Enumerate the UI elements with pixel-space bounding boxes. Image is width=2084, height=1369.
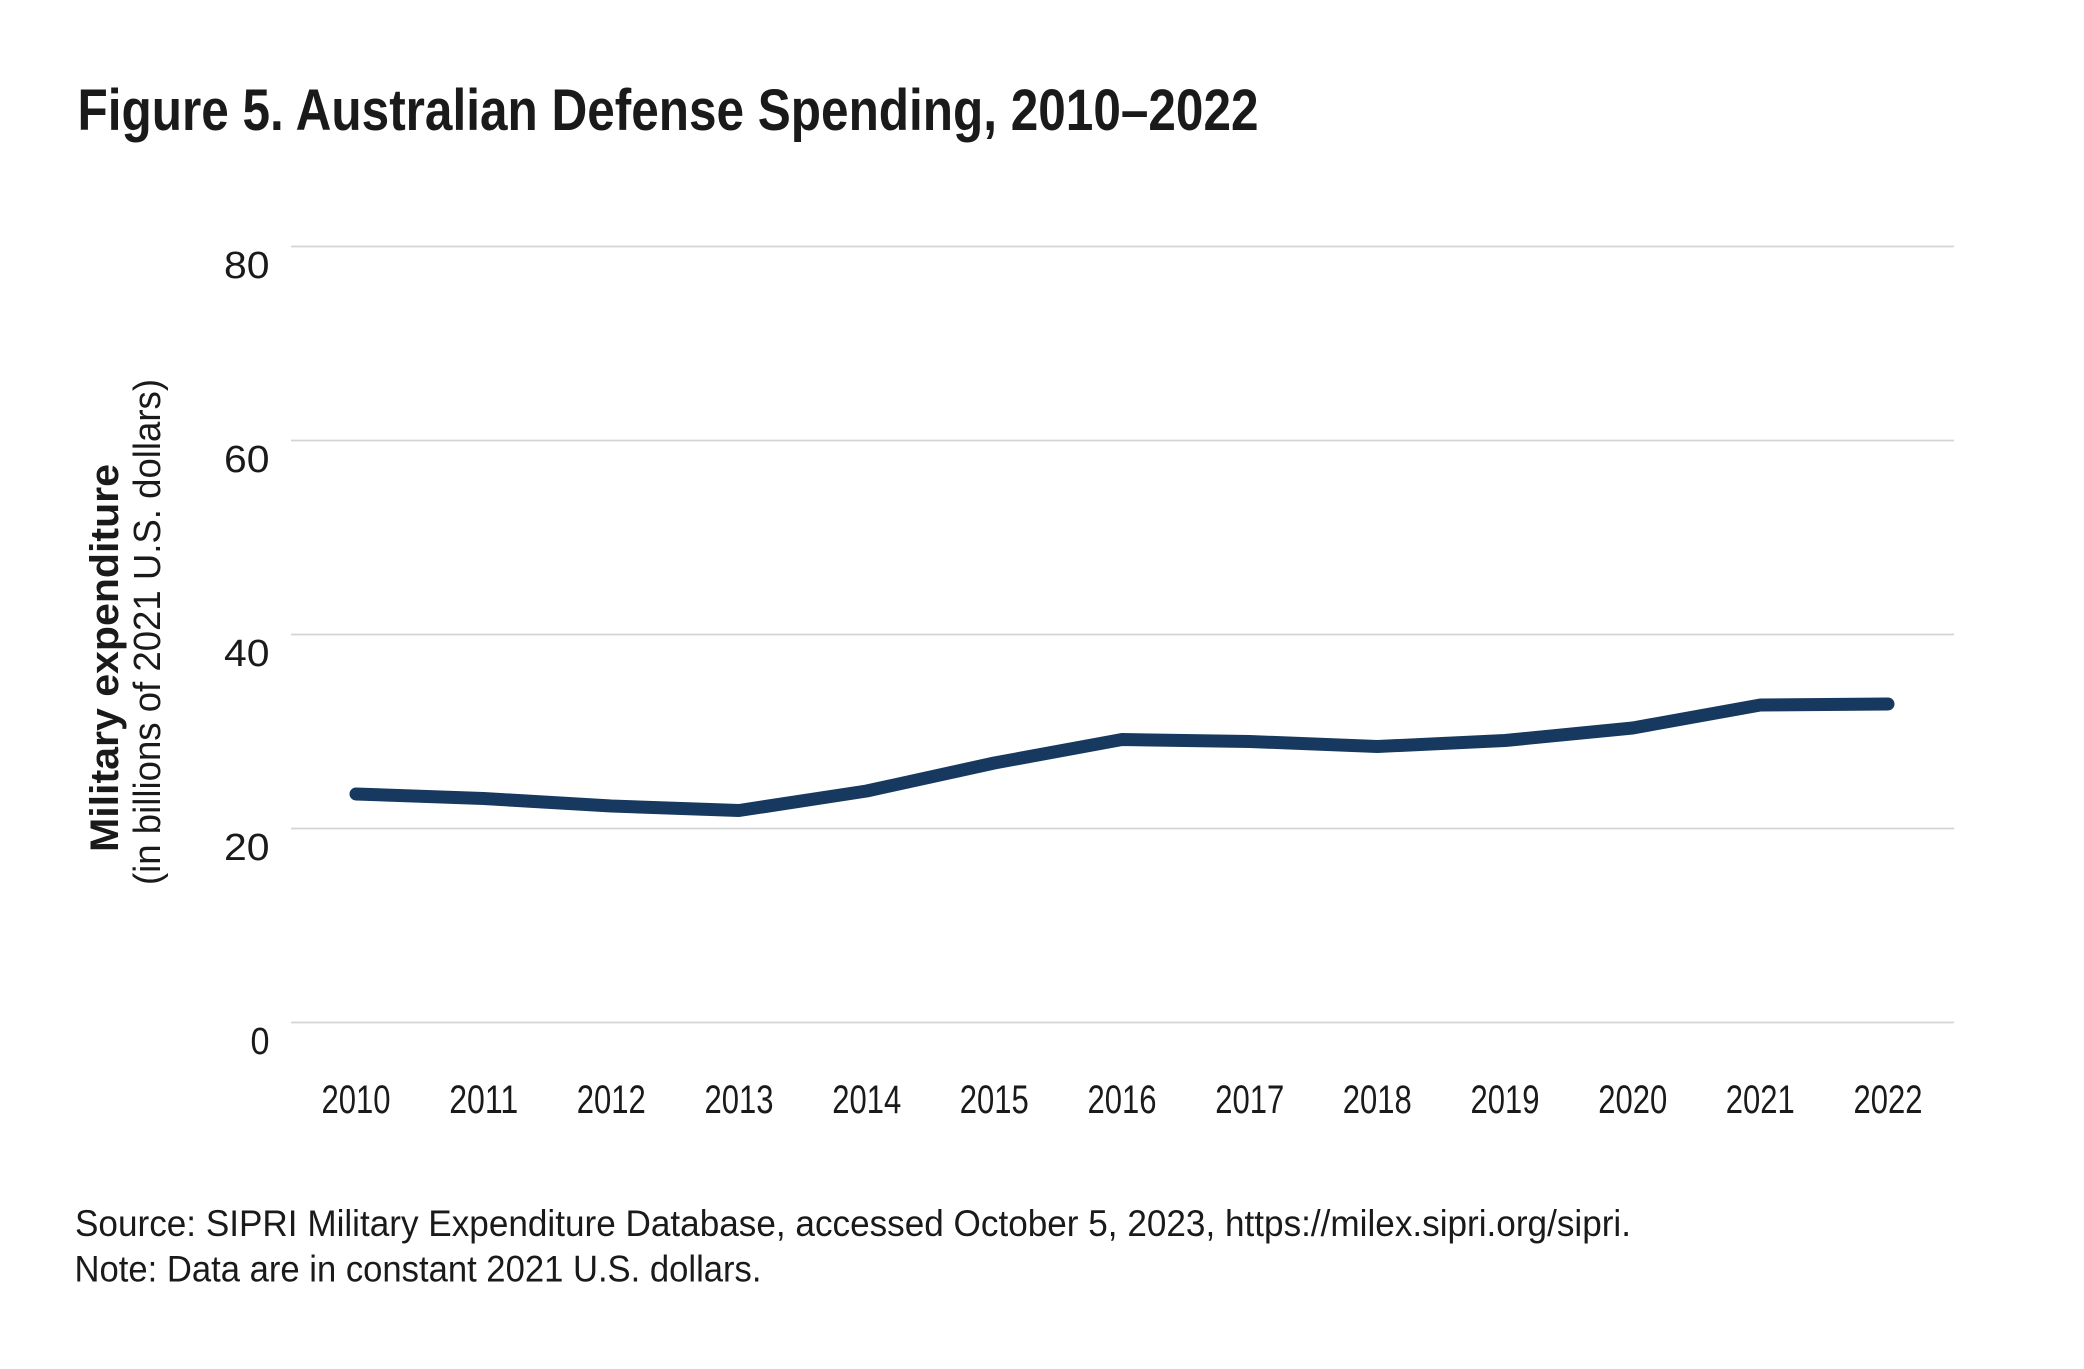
svg-text:2017: 2017 <box>1215 1078 1284 1122</box>
svg-text:Military expenditure: Military expenditure <box>83 464 127 852</box>
svg-text:2021: 2021 <box>1726 1078 1795 1122</box>
svg-text:2011: 2011 <box>449 1078 518 1122</box>
svg-text:Note: Data are in constant 202: Note: Data are in constant 2021 U.S. dol… <box>75 1249 762 1290</box>
svg-text:0: 0 <box>251 1021 270 1063</box>
svg-text:(in billions of 2021 U.S. doll: (in billions of 2021 U.S. dollars) <box>127 379 169 885</box>
svg-text:2015: 2015 <box>960 1078 1029 1122</box>
svg-text:2018: 2018 <box>1343 1078 1412 1122</box>
svg-text:60: 60 <box>224 439 270 481</box>
svg-text:2019: 2019 <box>1471 1078 1540 1122</box>
svg-text:2014: 2014 <box>832 1078 901 1122</box>
svg-text:2010: 2010 <box>322 1078 391 1122</box>
svg-text:80: 80 <box>224 245 270 287</box>
svg-text:2012: 2012 <box>577 1078 646 1122</box>
svg-text:20: 20 <box>224 827 270 869</box>
svg-text:2016: 2016 <box>1088 1078 1157 1122</box>
svg-text:2020: 2020 <box>1598 1078 1667 1122</box>
svg-text:Source: SIPRI Military Expendi: Source: SIPRI Military Expenditure Datab… <box>75 1203 1631 1244</box>
svg-text:Figure 5. Australian Defense S: Figure 5. Australian Defense Spending, 2… <box>78 78 1259 143</box>
svg-text:2013: 2013 <box>705 1078 774 1122</box>
svg-text:2022: 2022 <box>1854 1078 1923 1122</box>
svg-text:40: 40 <box>224 633 270 675</box>
